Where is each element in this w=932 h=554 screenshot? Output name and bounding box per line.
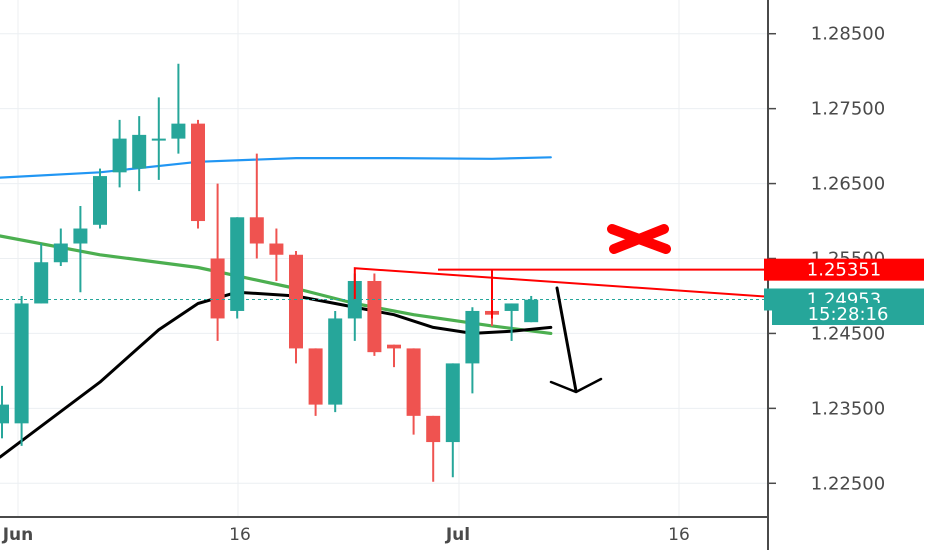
y-tick-label: 1.28500 [811, 24, 885, 45]
price-label-0: 1.25351 [764, 258, 924, 281]
candle-body [112, 138, 127, 173]
time-axis-bg [0, 517, 768, 550]
grid-lines [0, 0, 768, 517]
moving-averages [0, 156, 553, 459]
x-tick-label: 16 [668, 525, 690, 545]
price-label-text: 1.25351 [807, 260, 881, 281]
candle-body [14, 303, 29, 424]
candle-body [387, 344, 401, 349]
candle-body [367, 280, 382, 353]
candle-body [132, 134, 147, 169]
y-tick-label: 1.22500 [811, 473, 885, 494]
candle-body [269, 243, 284, 255]
candle-body [191, 123, 205, 222]
candle-27 [524, 295, 539, 323]
price-label-text: 15:28:16 [808, 304, 889, 325]
candle-22 [426, 415, 441, 482]
candle-2 [34, 243, 49, 304]
candle-26 [504, 303, 519, 341]
candle-1 [14, 295, 29, 446]
candle-5 [93, 168, 107, 229]
cross-stroke [609, 224, 669, 254]
candle-body [53, 243, 68, 263]
ma-blue-line [0, 156, 552, 179]
candle-body [328, 318, 343, 405]
down-arrow-shaft [555, 286, 578, 393]
candle-9 [171, 63, 186, 154]
candle-body [504, 303, 519, 311]
candle-body [0, 404, 9, 424]
candle-7 [132, 116, 147, 192]
candle-body [426, 415, 441, 443]
candle-body [249, 217, 264, 244]
candle-body [93, 176, 107, 225]
price-label-bg [764, 258, 924, 281]
y-tick-label: 1.24500 [811, 323, 885, 344]
resistance-trendline [353, 267, 769, 300]
candle-body [151, 138, 166, 141]
candle-10 [191, 119, 205, 229]
y-tick-label: 1.27500 [811, 99, 885, 120]
candle-20 [387, 344, 401, 368]
candle-body [34, 262, 49, 304]
candle-23 [445, 363, 460, 478]
cross-mark [607, 224, 671, 254]
candle-body [308, 348, 323, 405]
candle-body [524, 299, 539, 323]
candle-19 [367, 273, 382, 356]
candle-body [445, 363, 460, 443]
candle-body [406, 348, 421, 416]
candle-17 [328, 310, 343, 413]
candle-16 [308, 348, 323, 416]
candle-21 [406, 348, 421, 435]
x-tick-label: 16 [229, 525, 251, 545]
y-tick-label: 1.23500 [811, 398, 885, 419]
candle-body [171, 123, 186, 139]
candle-11 [210, 183, 225, 341]
candle-0 [0, 385, 9, 439]
y-tick-label: 1.26500 [811, 174, 885, 195]
candle-6 [112, 119, 127, 188]
candle-4 [73, 206, 88, 293]
candle-body [465, 310, 480, 364]
candle-24 [465, 307, 480, 394]
candle-body [73, 228, 88, 244]
candle-body [289, 254, 303, 349]
candle-8 [151, 97, 166, 180]
candle-3 [53, 228, 68, 266]
candle-14 [269, 228, 284, 281]
price-label-bg [772, 303, 924, 325]
x-tick-label: Jun [2, 525, 34, 545]
candles [0, 63, 539, 482]
candle-body [210, 258, 225, 319]
price-label-2: 15:28:16 [772, 303, 924, 325]
candle-15 [289, 251, 303, 364]
candle-13 [249, 153, 264, 259]
candle-body [230, 217, 245, 311]
down-arrow-head [549, 377, 603, 394]
x-tick-label: Jul [445, 525, 470, 545]
annotations [0, 224, 769, 394]
candle-12 [230, 217, 245, 319]
